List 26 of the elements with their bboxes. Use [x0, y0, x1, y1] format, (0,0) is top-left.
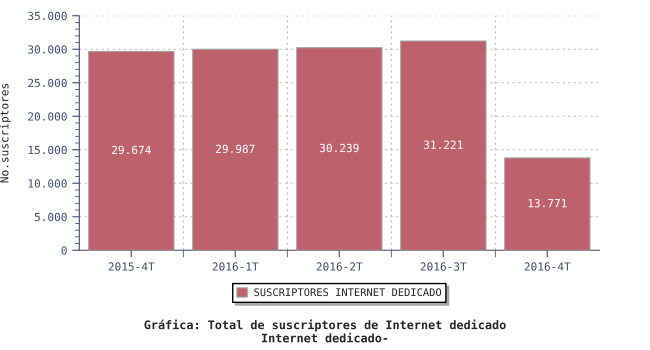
y-axis-title: No.suscriptores [0, 84, 11, 182]
bar [296, 47, 382, 250]
y-tick-label: 20.000 [28, 112, 67, 121]
data-label: 29.987 [216, 144, 255, 154]
x-tick-label: 2016-3T [420, 262, 466, 271]
data-label: 31.221 [424, 140, 463, 149]
x-tick-label: 2016-1T [212, 262, 258, 271]
y-tick-label: 15.000 [28, 146, 67, 154]
y-tick-label: 10.000 [28, 179, 67, 188]
x-tick-label: 2016-4T [524, 262, 570, 271]
x-tick-label: 2016-2T [316, 262, 362, 271]
y-tick-label: 35.000 [28, 12, 67, 20]
data-label: 13.771 [528, 198, 567, 208]
bar [504, 157, 590, 250]
data-label: 30.239 [320, 144, 359, 152]
x-tick-label: 2015-4T [108, 262, 154, 271]
y-tick-label: 0 [62, 246, 67, 255]
bar [88, 50, 174, 250]
y-tick-label: 25.000 [28, 78, 67, 88]
bar [400, 40, 486, 250]
text: Gráfica: Total de suscriptores de Internet dedicado Internet dedicado- [144, 319, 506, 342]
bar [192, 48, 278, 250]
legend-label: SUSCRIPTORES INTERNET DEDICADO [254, 288, 442, 296]
y-tick-label: 5.000 [34, 212, 67, 222]
y-tick-label: 30.000 [28, 45, 67, 54]
data-label: 29.674 [112, 146, 151, 154]
